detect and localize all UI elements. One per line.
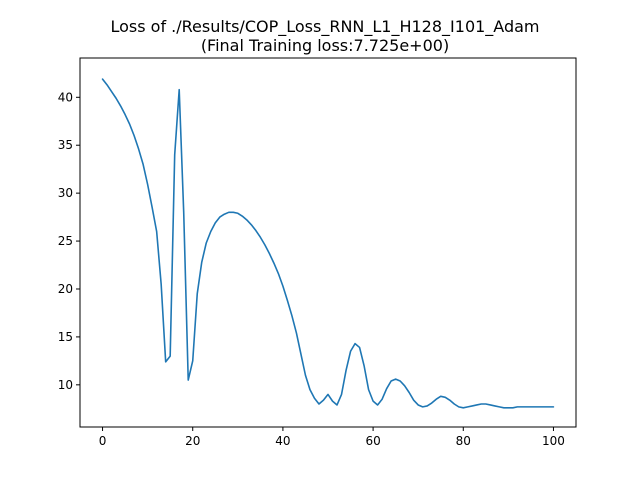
chart-subtitle: (Final Training loss:7.725e+00): [201, 36, 449, 55]
plot-area: [101, 78, 555, 409]
y-axis: 10 15 20 25 30 35 40: [58, 90, 80, 392]
chart-title: Loss of ./Results/COP_Loss_RNN_L1_H128_I…: [110, 17, 539, 37]
axes-frame: [79, 57, 577, 428]
y-tick-label: 25: [58, 234, 73, 248]
x-tick-label: 0: [99, 434, 107, 448]
x-tick-label: 80: [456, 434, 471, 448]
y-tick-label: 20: [58, 282, 73, 296]
x-axis: 0 20 40 60 80 100: [99, 427, 565, 448]
y-tick-label: 40: [58, 90, 73, 104]
y-tick-label: 30: [58, 186, 73, 200]
y-tick-label: 10: [58, 378, 73, 392]
x-tick-label: 20: [185, 434, 200, 448]
x-tick-label: 100: [542, 434, 565, 448]
loss-series-line: [101, 78, 555, 409]
y-tick-label: 35: [58, 138, 73, 152]
x-tick-label: 60: [365, 434, 380, 448]
y-tick-label: 15: [58, 330, 73, 344]
x-tick-label: 40: [275, 434, 290, 448]
